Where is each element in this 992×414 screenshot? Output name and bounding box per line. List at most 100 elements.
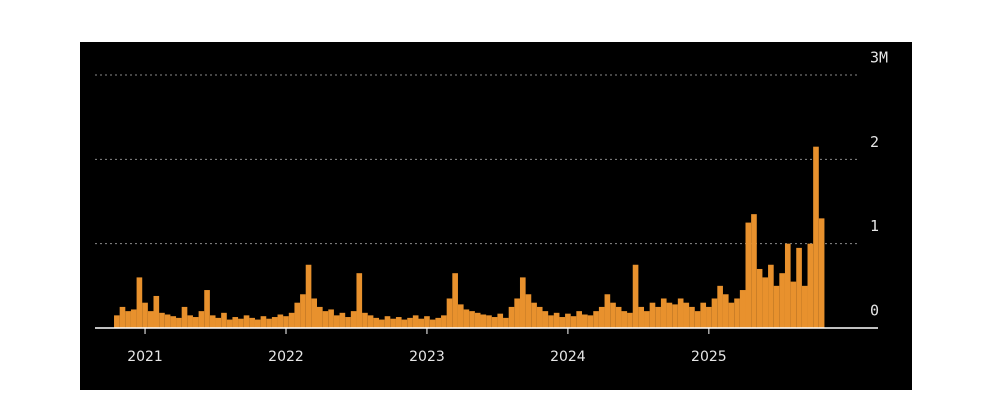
bar [576, 311, 582, 328]
bar [209, 315, 216, 328]
bar [660, 298, 667, 328]
bar [621, 311, 628, 328]
x-tick-label: 2025 [691, 349, 727, 365]
bar [215, 317, 222, 328]
bar [536, 306, 543, 328]
bar [508, 306, 515, 328]
bar [164, 314, 171, 328]
bar [514, 298, 520, 328]
bar [395, 317, 402, 328]
bar [722, 294, 729, 328]
bar [333, 315, 340, 328]
bar [328, 309, 334, 328]
bar [503, 317, 509, 328]
x-tick-label: 2021 [127, 349, 163, 365]
y-tick-label: 1 [870, 217, 879, 235]
x-tick-label: 2024 [550, 349, 586, 365]
bar [457, 304, 464, 328]
bar [706, 306, 712, 328]
bar [384, 316, 391, 328]
bar [559, 317, 566, 328]
bar [768, 264, 774, 328]
bar [779, 273, 785, 328]
bar [345, 317, 351, 328]
bar [734, 298, 740, 328]
bar [294, 302, 301, 328]
bar [187, 315, 193, 328]
bar [480, 314, 487, 328]
bar [390, 318, 396, 328]
bar [221, 312, 227, 328]
bar [486, 315, 492, 328]
x-tick-label: 2022 [268, 349, 304, 365]
bar [570, 316, 577, 328]
bar [311, 298, 318, 328]
bar [119, 306, 126, 328]
bar [254, 319, 261, 328]
chart-background [80, 42, 912, 390]
bar [773, 285, 780, 328]
y-tick-label: 2 [870, 133, 879, 151]
bar [581, 314, 588, 328]
bar [147, 311, 154, 328]
bar [525, 294, 532, 328]
bar [446, 298, 453, 328]
bar [655, 306, 661, 328]
bar [452, 273, 458, 328]
bar [807, 243, 814, 328]
bar [283, 316, 289, 328]
bar [728, 302, 735, 328]
bar [243, 315, 250, 328]
bar [610, 302, 616, 328]
bar [350, 311, 357, 328]
bar [379, 319, 385, 328]
bar [249, 317, 255, 328]
bar [114, 315, 120, 328]
bar [587, 315, 594, 328]
bar [367, 315, 374, 328]
bar [649, 302, 656, 328]
bar [300, 294, 306, 328]
y-tick-label: 0 [870, 302, 879, 320]
bar [238, 318, 244, 328]
y-tick-label: 3M [870, 49, 888, 67]
bar [677, 298, 684, 328]
bar [463, 309, 470, 328]
bar [153, 295, 160, 328]
bar [266, 318, 272, 328]
bar [818, 218, 825, 328]
bar [136, 277, 143, 328]
bar [542, 311, 549, 328]
bar [627, 312, 633, 328]
bar [593, 311, 599, 328]
bar [497, 313, 504, 328]
bar [277, 314, 284, 328]
bar [632, 264, 639, 328]
bar [615, 306, 622, 328]
bar [130, 309, 137, 328]
bar [424, 316, 430, 328]
bar [491, 317, 498, 328]
bar [204, 290, 210, 328]
bar [666, 302, 673, 328]
bar [711, 298, 718, 328]
bar [401, 319, 408, 328]
bar [756, 268, 763, 328]
bar [322, 311, 329, 328]
bar [644, 311, 650, 328]
bar [745, 222, 752, 328]
bar [373, 317, 380, 328]
bar [565, 313, 571, 328]
bar [232, 317, 239, 328]
bar [672, 304, 678, 328]
bar [790, 281, 797, 328]
bar [317, 306, 323, 328]
bar [435, 317, 442, 328]
bar [271, 317, 278, 328]
bar [159, 312, 165, 328]
bar [170, 316, 177, 328]
bar [412, 315, 419, 328]
bar [694, 311, 701, 328]
bar [260, 316, 267, 328]
